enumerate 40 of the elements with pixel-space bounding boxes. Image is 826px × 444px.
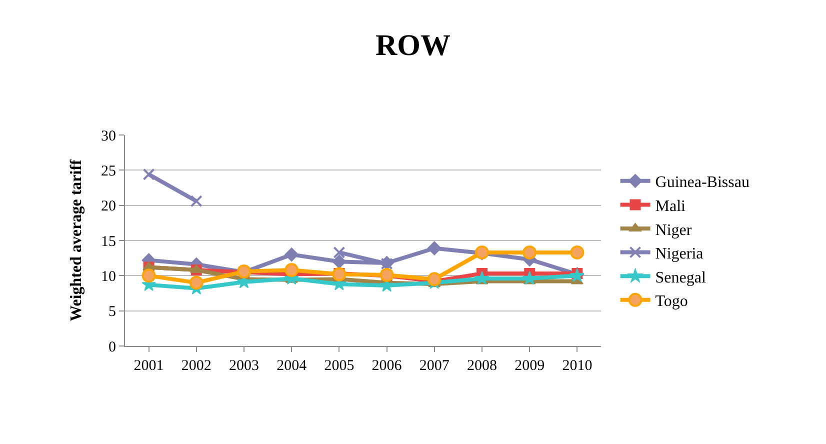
point (284, 248, 299, 262)
point (332, 254, 346, 269)
x-tick-label: 2005 (324, 358, 354, 374)
point (522, 245, 537, 260)
legend-label: Senegal (655, 269, 706, 286)
point (142, 268, 156, 283)
x-tick-label: 2007 (419, 358, 450, 374)
legend-label: Nigeria (655, 246, 704, 263)
point (333, 246, 346, 258)
x-tick-label: 2001 (134, 358, 164, 374)
chart-title: ROW (376, 28, 450, 62)
y-tick-label: 20 (101, 198, 116, 215)
legend-label: Togo (655, 293, 688, 310)
y-tick-label: 5 (108, 304, 116, 320)
y-tick-label: 25 (101, 163, 116, 180)
point (427, 241, 442, 256)
x-tick-label: 2004 (276, 358, 308, 374)
point (522, 270, 537, 285)
x-tick-label: 2006 (372, 358, 402, 374)
point (189, 276, 204, 290)
x-tick-label: 2010 (562, 358, 592, 374)
y-tick-label: 0 (108, 339, 116, 356)
point (380, 268, 394, 282)
legend-label: Niger (655, 222, 692, 239)
y-tick-label: 15 (101, 234, 116, 250)
y-tick-label: 30 (101, 128, 116, 144)
legend-label: Guinea-Bissau (655, 174, 750, 192)
point (284, 263, 299, 278)
x-tick-label: 2002 (181, 358, 212, 374)
x-tick-label: 2003 (229, 358, 259, 374)
point (190, 195, 202, 208)
point (474, 270, 490, 285)
point (142, 168, 155, 180)
y-tick-label: 10 (101, 268, 116, 285)
point (570, 245, 584, 260)
x-tick-label: 2009 (514, 358, 545, 374)
y-axis-title: Weighted average tariff (68, 158, 85, 322)
x-tick-label: 2008 (467, 358, 497, 374)
point (427, 272, 442, 286)
legend-label: Mali (655, 198, 686, 215)
